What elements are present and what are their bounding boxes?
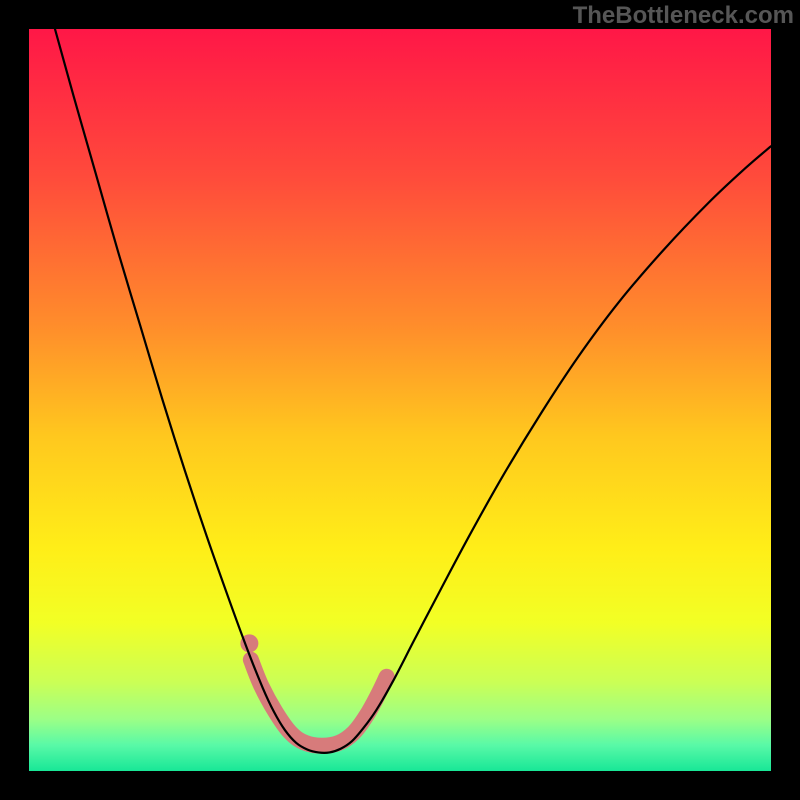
chart-frame: TheBottleneck.com	[0, 0, 800, 800]
chart-svg	[0, 0, 800, 800]
watermark-text: TheBottleneck.com	[573, 2, 794, 30]
gradient-background	[29, 29, 771, 771]
